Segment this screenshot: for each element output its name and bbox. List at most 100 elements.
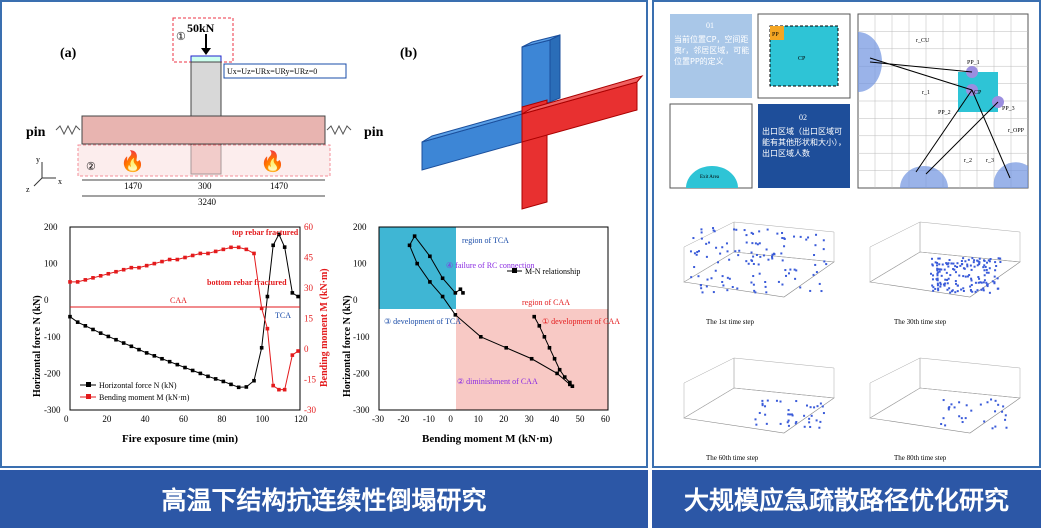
chart2-ytick: 0 — [353, 295, 358, 305]
scatter-point — [777, 280, 780, 283]
scatter-point — [719, 252, 722, 255]
chart1-point — [137, 265, 141, 270]
scatter-point — [1001, 410, 1004, 413]
scatter-point — [977, 281, 980, 284]
cp-pp-grid: PP CP — [757, 13, 851, 99]
scatter-point — [994, 425, 997, 428]
chart2-point — [504, 345, 509, 350]
scatter-point — [700, 287, 703, 290]
scatter-point — [944, 278, 947, 281]
chart1-point — [271, 243, 275, 248]
scatter-point — [970, 279, 973, 282]
scatter-point — [765, 291, 768, 294]
spring-right-icon — [326, 124, 352, 136]
scatter-point — [813, 254, 816, 257]
scatter-point — [812, 273, 815, 276]
axis-x-label: x — [58, 177, 62, 186]
scatter-point — [986, 285, 989, 288]
scatter-point — [728, 258, 731, 261]
scatter-point — [745, 260, 748, 263]
fire-icon-2: 🔥 — [260, 149, 285, 173]
scatter-point — [818, 282, 821, 285]
scatter-point — [712, 291, 715, 294]
beam — [81, 115, 326, 145]
scatter-point — [969, 264, 972, 267]
chart2-point — [453, 313, 458, 317]
scatter-point — [934, 261, 937, 264]
scatter-point — [939, 281, 942, 284]
scatter-point — [988, 291, 991, 294]
scatter-point — [696, 250, 699, 253]
chart1-point — [83, 278, 88, 282]
scatter-point — [731, 285, 734, 288]
scatter-point — [939, 283, 942, 286]
chart1-point — [68, 314, 72, 319]
chart1-point — [167, 359, 172, 364]
chart1-point — [265, 294, 270, 299]
scatter-point — [775, 399, 778, 402]
scatter-point — [984, 265, 987, 268]
scatter-point — [814, 244, 817, 247]
scatter-point — [787, 424, 790, 427]
scatter-point — [954, 271, 957, 274]
banner-right: 大规模应急疏散路径优化研究 — [652, 470, 1041, 528]
scatter-point — [750, 281, 753, 284]
scatter-point — [799, 235, 802, 238]
marker-2: ② — [86, 161, 96, 173]
chart1-xlabel: Fire exposure time (min) — [122, 433, 238, 445]
chart1-point — [121, 341, 126, 345]
scatter-point — [960, 263, 963, 266]
scatter-point — [693, 266, 696, 269]
scatter-point — [944, 424, 947, 427]
scatter-point — [821, 405, 824, 408]
scatter-point — [758, 230, 761, 233]
scatter-point — [1002, 405, 1005, 408]
scatter-point — [700, 228, 703, 231]
chart1-point — [144, 263, 149, 268]
scatter-point — [752, 232, 755, 235]
scatter-point — [985, 271, 988, 274]
scatter-point — [936, 282, 939, 285]
chart2-xlabel: Bending moment M (kN·m) — [422, 433, 553, 445]
scatter-point — [991, 280, 994, 283]
dim-3240: 3240 — [198, 197, 217, 207]
scatter-point — [940, 423, 943, 426]
scatter-point — [996, 277, 999, 280]
scatter-caption-2: The 30th time step — [894, 318, 947, 326]
scatter-point — [710, 277, 713, 280]
fire-icon: 🔥 — [120, 149, 145, 173]
exit-area-grid: Exit Area — [669, 103, 753, 189]
chart2-xtick: 60 — [601, 414, 611, 424]
scatter-point — [815, 419, 818, 422]
scatter-point — [815, 233, 818, 236]
scatter-point — [941, 263, 944, 266]
scatter-point — [953, 406, 956, 409]
tca-label: TCA — [275, 311, 291, 320]
scatter-point — [956, 265, 959, 268]
chart1-point — [259, 306, 264, 311]
scatter-point — [761, 399, 764, 402]
scatter-point — [965, 404, 968, 407]
scatter-point — [962, 290, 965, 293]
exit-area-label: Exit Area — [700, 175, 720, 180]
chart1-ytick-right: -15 — [304, 375, 316, 385]
scatter-point — [822, 239, 825, 242]
scatter-point — [997, 257, 1000, 260]
scatter-point — [990, 398, 993, 401]
label-r2: r_2 — [964, 158, 972, 164]
scatter-point — [761, 404, 764, 407]
scatter-wall — [919, 357, 1021, 399]
chart1-point — [121, 267, 126, 272]
chart1-ytick: 200 — [44, 222, 58, 232]
scatter-point — [823, 260, 826, 263]
chart1-ytick-right: 15 — [304, 314, 314, 324]
scatter-point — [726, 250, 729, 253]
scatter-point — [985, 268, 988, 271]
chart2-point — [428, 254, 432, 259]
scatter-point — [733, 228, 736, 231]
chart1-frame — [69, 226, 301, 411]
chart2-point — [547, 345, 552, 350]
pin-right-label: pin — [364, 125, 384, 140]
scatter-point — [794, 277, 797, 280]
scatter-point — [771, 253, 774, 256]
